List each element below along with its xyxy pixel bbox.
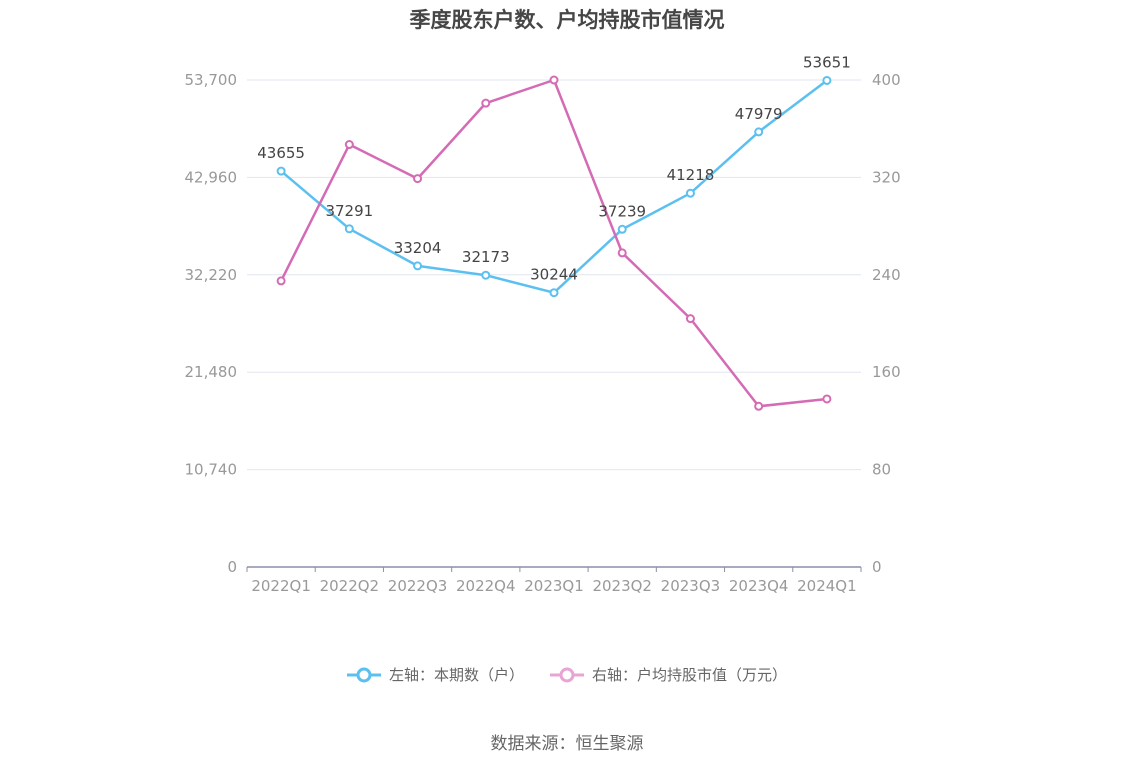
data-label: 43655: [257, 144, 305, 162]
right-tick-label: 400: [872, 71, 901, 89]
data-label: 30244: [530, 266, 578, 284]
left-tick-label: 21,480: [185, 363, 238, 381]
chart-title: 季度股东户数、户均持股市值情况: [409, 8, 725, 32]
left-tick-label: 32,220: [185, 266, 238, 284]
data-point-right: [754, 401, 764, 411]
left-tick-label: 10,740: [185, 461, 238, 479]
left-tick-label: 53,700: [185, 71, 238, 89]
legend-left-label: 左轴：本期数（户）: [388, 666, 524, 684]
legend-right-label: 右轴：户均持股市值（万元）: [592, 666, 788, 684]
data-point-right: [413, 174, 423, 184]
data-point-left: [344, 224, 354, 234]
data-point-left: [685, 188, 695, 198]
right-tick-label: 240: [872, 266, 901, 284]
data-point-left: [481, 270, 491, 280]
right-tick-label: 320: [872, 168, 901, 186]
x-tick-label: 2023Q1: [524, 577, 584, 595]
data-label: 37239: [598, 202, 646, 220]
x-tick-label: 2022Q2: [320, 577, 380, 595]
data-point-right: [276, 276, 286, 286]
source-note: 数据来源：恒生聚源: [490, 734, 644, 754]
data-label: 33204: [394, 239, 442, 257]
data-point-right: [549, 75, 559, 85]
legend-item-left[interactable]: 左轴：本期数（户）: [346, 664, 524, 685]
right-tick-label: 0: [872, 558, 882, 576]
x-tick-label: 2022Q3: [388, 577, 448, 595]
data-label: 37291: [325, 202, 373, 220]
legend-left-swatch-icon: [346, 667, 381, 682]
x-tick-label: 2023Q4: [729, 577, 789, 595]
data-point-right: [822, 394, 832, 404]
data-label: 41218: [667, 166, 715, 184]
data-label: 47979: [735, 105, 783, 123]
left-tick-label: 42,960: [185, 168, 238, 186]
right-tick-label: 80: [872, 461, 891, 479]
data-point-left: [617, 224, 627, 234]
legend-right-swatch-icon: [550, 667, 584, 682]
legend: 左轴：本期数（户） 右轴：户均持股市值（万元）: [0, 664, 1134, 685]
x-tick-label: 2023Q2: [592, 577, 652, 595]
data-point-left: [549, 288, 559, 298]
right-tick-label: 160: [872, 363, 901, 381]
x-tick-label: 2022Q4: [456, 577, 516, 595]
data-point-right: [685, 314, 695, 324]
x-tick-label: 2023Q3: [661, 577, 721, 595]
legend-item-right[interactable]: 右轴：户均持股市值（万元）: [550, 664, 787, 685]
data-point-left: [413, 261, 423, 271]
left-tick-label: 0: [227, 558, 237, 576]
data-point-right: [617, 248, 627, 258]
data-point-left: [754, 127, 764, 137]
series-line-right: [279, 78, 828, 408]
data-point-left: [822, 75, 832, 85]
x-tick-label: 2024Q1: [797, 577, 857, 595]
data-point-right: [481, 98, 491, 108]
x-tick-label: 2022Q1: [251, 577, 311, 595]
data-label: 32173: [462, 248, 510, 266]
data-point-left: [276, 166, 286, 176]
data-label: 53651: [803, 53, 851, 71]
data-point-right: [344, 140, 354, 150]
